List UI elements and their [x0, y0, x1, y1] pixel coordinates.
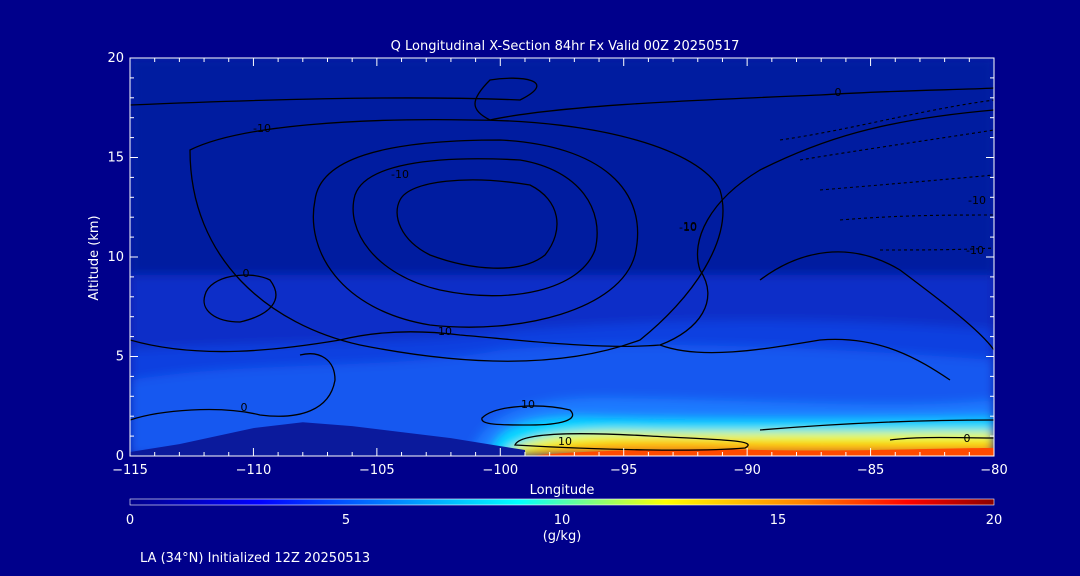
colorbar-tick-label: 20	[986, 513, 1003, 528]
x-tick-label: −95	[610, 463, 637, 478]
contour-label: -10	[391, 168, 409, 181]
moisture-field	[130, 58, 994, 456]
contour-outer	[189, 119, 724, 362]
colorbar-ticks: 0 5 10 15 20	[126, 513, 1002, 528]
contour-east	[759, 251, 994, 351]
contour-label: 10	[438, 325, 452, 338]
terrain-mask	[130, 422, 525, 456]
initialization-caption: LA (34°N) Initialized 12Z 20250513	[140, 551, 370, 566]
contour-label: 0	[835, 86, 842, 99]
y-axis: 0 5 10 15 20	[107, 51, 994, 464]
colorbar-tick-label: 10	[554, 513, 571, 528]
x-tick-label: −80	[980, 463, 1007, 478]
x-axis-label: Longitude	[530, 483, 595, 498]
contour-west-low	[130, 353, 336, 421]
chart-title: Q Longitudinal X-Section 84hr Fx Valid 0…	[391, 39, 740, 54]
x-tick-label: −100	[482, 463, 518, 478]
contour-label: -10	[679, 221, 697, 234]
dashed-contours	[779, 99, 994, 251]
y-tick-label: 15	[107, 151, 124, 166]
y-tick-label: 10	[107, 250, 124, 265]
dashed-contour	[799, 129, 994, 161]
contour-label: -10	[968, 194, 986, 207]
contour-ten-low	[514, 433, 749, 451]
colorbar-tick-label: 5	[342, 513, 350, 528]
dashed-contour	[839, 214, 994, 221]
colorbar-units: (g/kg)	[543, 529, 582, 544]
x-tick-label: −115	[112, 463, 148, 478]
contour-label: 0	[243, 267, 250, 280]
contour-surface	[759, 419, 994, 431]
contour-east-low	[659, 338, 951, 381]
upper-dry-band	[130, 58, 994, 275]
contour-label: 0	[241, 401, 248, 414]
y-tick-label: 20	[107, 51, 124, 66]
dashed-contour	[779, 99, 994, 141]
contour-upper	[130, 77, 994, 121]
dashed-contour	[879, 247, 994, 251]
y-axis-label: Altitude (km)	[87, 215, 102, 300]
contour-lines	[130, 77, 994, 451]
y-tick-label: 5	[116, 350, 124, 365]
colorbar	[129, 498, 995, 506]
contour-label: 10	[521, 398, 535, 411]
colorbar-tick-label: 0	[126, 513, 134, 528]
contour-mid	[130, 109, 994, 353]
x-axis: −115 −110 −105 −100 −95 −90 −85 −80	[112, 58, 1008, 478]
contour-inner	[352, 158, 598, 297]
contour-innermost	[396, 179, 558, 269]
x-tick-label: −110	[236, 463, 272, 478]
contour-label: 10	[683, 220, 697, 233]
contour-label: 0	[964, 432, 971, 445]
contour-label: 10	[558, 435, 572, 448]
contour-surface-east	[889, 436, 994, 441]
contour-small-cell	[203, 274, 277, 323]
y-tick-label: 0	[116, 449, 124, 464]
contour-label: -10	[966, 244, 984, 257]
colorbar-tick-label: 15	[770, 513, 787, 528]
contour-middle	[312, 139, 639, 328]
x-tick-label: −90	[733, 463, 760, 478]
x-tick-label: −85	[857, 463, 884, 478]
contour-low-cell	[481, 405, 574, 426]
contour-label: -10	[253, 122, 271, 135]
x-tick-label: −105	[359, 463, 395, 478]
